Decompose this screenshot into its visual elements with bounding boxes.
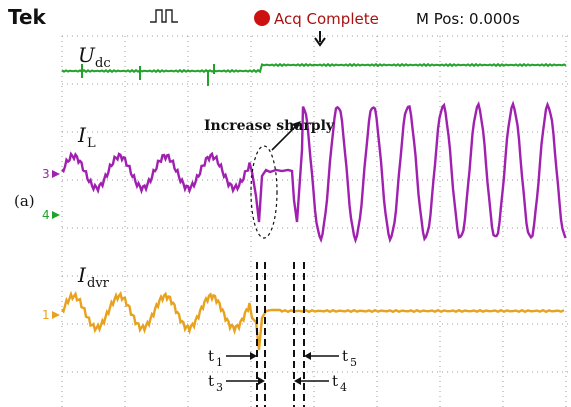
il-sub: L	[87, 136, 96, 151]
t4-label: t	[332, 372, 338, 390]
time-marker-arrows	[226, 352, 339, 385]
ch4-marker: 4	[42, 208, 50, 222]
udc-trace	[61, 62, 567, 86]
channel-markers: 3 4 1	[42, 167, 60, 322]
t4-sub: 4	[340, 381, 347, 394]
time-marker-labels: t 1 t 3 t 4 t 5	[208, 347, 357, 394]
signal-labels: U dc I L I dvr (a) Increase sharply	[14, 43, 335, 291]
ch1-arrow-icon	[52, 311, 60, 319]
idvr-label: I	[77, 263, 87, 287]
t5-sub: 5	[350, 356, 357, 369]
status-text: Acq Complete	[274, 10, 379, 28]
ch3-marker: 3	[42, 167, 50, 181]
il-label: I	[77, 123, 87, 147]
waveform-traces	[61, 62, 567, 351]
t1-sub: 1	[216, 356, 223, 369]
annotation-arrow	[271, 123, 299, 151]
t3-sub: 3	[216, 381, 223, 394]
header-bar: Tek Acq Complete M Pos: 0.000s	[8, 5, 520, 47]
annotation-arrowhead-icon	[292, 121, 301, 130]
t3-label: t	[208, 372, 214, 390]
status-dot-icon	[254, 10, 270, 26]
idvr-trace	[61, 290, 565, 351]
trigger-pulse-icon	[150, 9, 178, 23]
trigger-arrow-icon	[314, 31, 326, 47]
annotation-text: Increase sharply	[204, 118, 335, 134]
brand-label: Tek	[8, 5, 47, 29]
ch4-arrow-icon	[52, 211, 60, 219]
t1-label: t	[208, 347, 214, 365]
graticule	[61, 35, 571, 407]
il-trace	[61, 100, 567, 244]
time-markers	[256, 262, 305, 407]
panel-label: (a)	[14, 192, 35, 210]
t5-label: t	[342, 347, 348, 365]
ch3-arrow-icon	[52, 170, 60, 178]
idvr-sub: dvr	[87, 276, 110, 291]
ch1-marker: 1	[42, 308, 50, 322]
annotation-ellipse	[250, 145, 278, 239]
udc-label: U	[78, 43, 96, 67]
mpos-text: M Pos: 0.000s	[416, 10, 520, 28]
udc-sub: dc	[95, 56, 111, 71]
